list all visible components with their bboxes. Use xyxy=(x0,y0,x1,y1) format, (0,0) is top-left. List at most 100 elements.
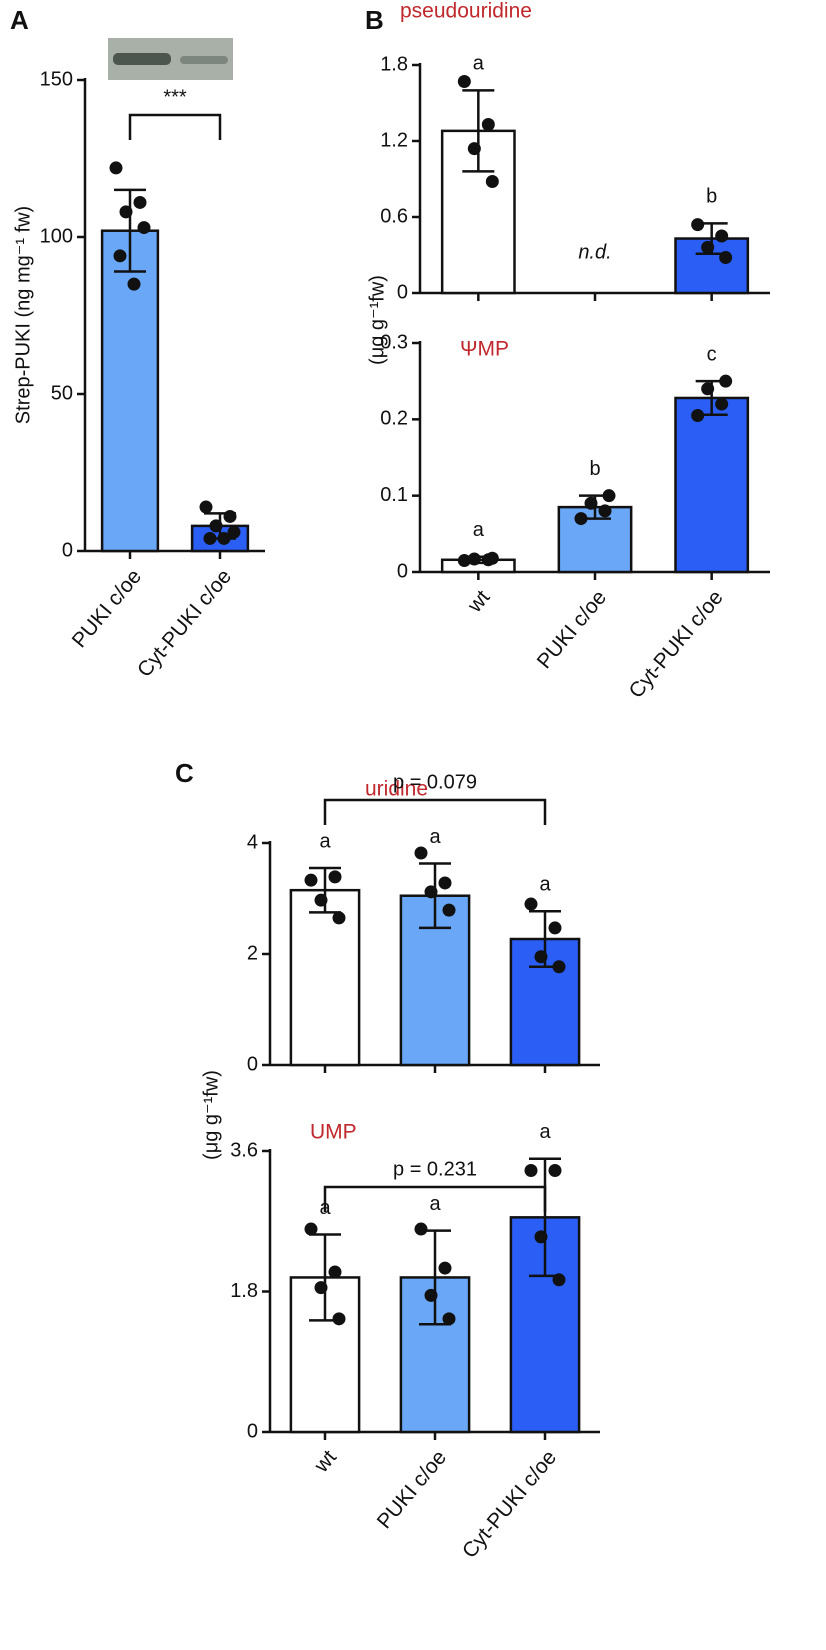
significance-letter: a xyxy=(319,830,331,852)
chart-title: pseudouridine xyxy=(400,0,532,23)
data-point xyxy=(701,382,715,396)
data-point xyxy=(715,229,729,243)
data-point xyxy=(314,1281,328,1295)
y-axis-label: (μg g⁻¹fw) xyxy=(200,1070,222,1160)
data-point xyxy=(467,142,481,156)
data-point xyxy=(552,960,566,974)
y-tick-label: 1.2 xyxy=(380,129,408,151)
data-point xyxy=(113,249,127,263)
data-point xyxy=(442,1312,456,1326)
data-point xyxy=(524,1164,538,1178)
data-point xyxy=(467,552,481,566)
data-point xyxy=(209,519,223,533)
significance-letter: a xyxy=(473,53,485,75)
y-tick-label: 0 xyxy=(62,539,73,561)
chart-title: ΨMP xyxy=(460,338,509,361)
data-point xyxy=(127,277,141,291)
bar xyxy=(674,396,750,574)
western-blot xyxy=(108,38,233,80)
x-tick-label: Cyt-PUKI c/oe xyxy=(458,1446,561,1563)
error-bar xyxy=(462,89,495,173)
data-point xyxy=(199,500,213,514)
data-point xyxy=(203,531,217,545)
annotation: n.d. xyxy=(578,241,611,263)
data-point xyxy=(481,118,495,132)
y-tick-label: 0 xyxy=(397,281,408,303)
y-tick-label: 0 xyxy=(247,1053,258,1075)
data-point xyxy=(691,409,705,423)
y-tick-label: 3.6 xyxy=(230,1139,258,1161)
data-point xyxy=(485,551,499,565)
x-tick-label: Cyt-PUKI c/oe xyxy=(625,586,728,703)
x-tick-label: wt xyxy=(309,1446,341,1478)
data-point xyxy=(328,870,342,884)
data-point xyxy=(438,876,452,890)
data-point xyxy=(314,893,328,907)
bracket-label: *** xyxy=(163,86,187,108)
significance-letter: a xyxy=(473,519,485,541)
y-tick-label: 0 xyxy=(247,1420,258,1442)
bar xyxy=(289,888,361,1067)
data-point xyxy=(701,240,715,254)
data-point xyxy=(719,251,733,265)
blot-band xyxy=(180,56,228,64)
data-point xyxy=(332,911,346,925)
significance-letter: a xyxy=(429,826,441,848)
y-axis-label: (μg g⁻¹fw) xyxy=(366,275,388,365)
data-point xyxy=(691,218,705,232)
significance-letter: b xyxy=(589,458,600,480)
significance-letter: a xyxy=(429,1193,441,1215)
data-point xyxy=(574,512,588,526)
data-point xyxy=(137,221,151,235)
data-point xyxy=(602,489,616,503)
data-point xyxy=(217,531,231,545)
bracket-label: p = 0.231 xyxy=(393,1158,477,1180)
data-point xyxy=(552,1273,566,1287)
data-point xyxy=(227,525,241,539)
data-point xyxy=(457,74,471,88)
chart-title: UMP xyxy=(310,1121,357,1144)
data-point xyxy=(534,950,548,964)
x-tick-label: PUKI c/oe xyxy=(68,565,146,652)
significance-bracket xyxy=(323,798,547,825)
blot-band xyxy=(113,53,171,65)
y-axis-label: Strep-PUKI (ng mg⁻¹ fw) xyxy=(12,206,34,424)
data-point xyxy=(304,873,318,887)
chart-title: uridine xyxy=(365,778,428,801)
data-point xyxy=(223,509,237,523)
y-tick-label: 0.1 xyxy=(380,484,408,506)
data-point xyxy=(442,903,456,917)
data-point xyxy=(414,1222,428,1236)
data-point xyxy=(485,175,499,189)
data-point xyxy=(133,195,147,209)
significance-letter: a xyxy=(539,1121,551,1143)
x-tick-label: Cyt-PUKI c/oe xyxy=(133,565,236,682)
significance-letter: c xyxy=(707,343,717,365)
data-point xyxy=(424,885,438,899)
data-point xyxy=(524,897,538,911)
y-tick-label: 50 xyxy=(51,382,73,404)
y-tick-label: 0 xyxy=(397,560,408,582)
significance-letter: a xyxy=(539,874,551,896)
data-point xyxy=(328,1265,342,1279)
y-tick-label: 0.2 xyxy=(380,408,408,430)
y-tick-label: 1.8 xyxy=(380,53,408,75)
data-point xyxy=(719,374,733,388)
significance-bracket xyxy=(323,1185,547,1212)
data-point xyxy=(598,504,612,518)
data-point xyxy=(457,554,471,568)
panel-label: A xyxy=(10,5,29,35)
bar xyxy=(100,229,160,553)
x-tick-label: PUKI c/oe xyxy=(373,1446,451,1533)
panel-label: C xyxy=(175,758,194,788)
x-tick-label: wt xyxy=(463,586,495,618)
data-point xyxy=(548,921,562,935)
panel-label: B xyxy=(365,5,384,35)
data-point xyxy=(414,846,428,860)
data-point xyxy=(548,1164,562,1178)
data-point xyxy=(119,205,133,219)
data-point xyxy=(332,1312,346,1326)
bracket-label: p = 0.079 xyxy=(393,771,477,793)
y-tick-label: 150 xyxy=(40,68,73,90)
